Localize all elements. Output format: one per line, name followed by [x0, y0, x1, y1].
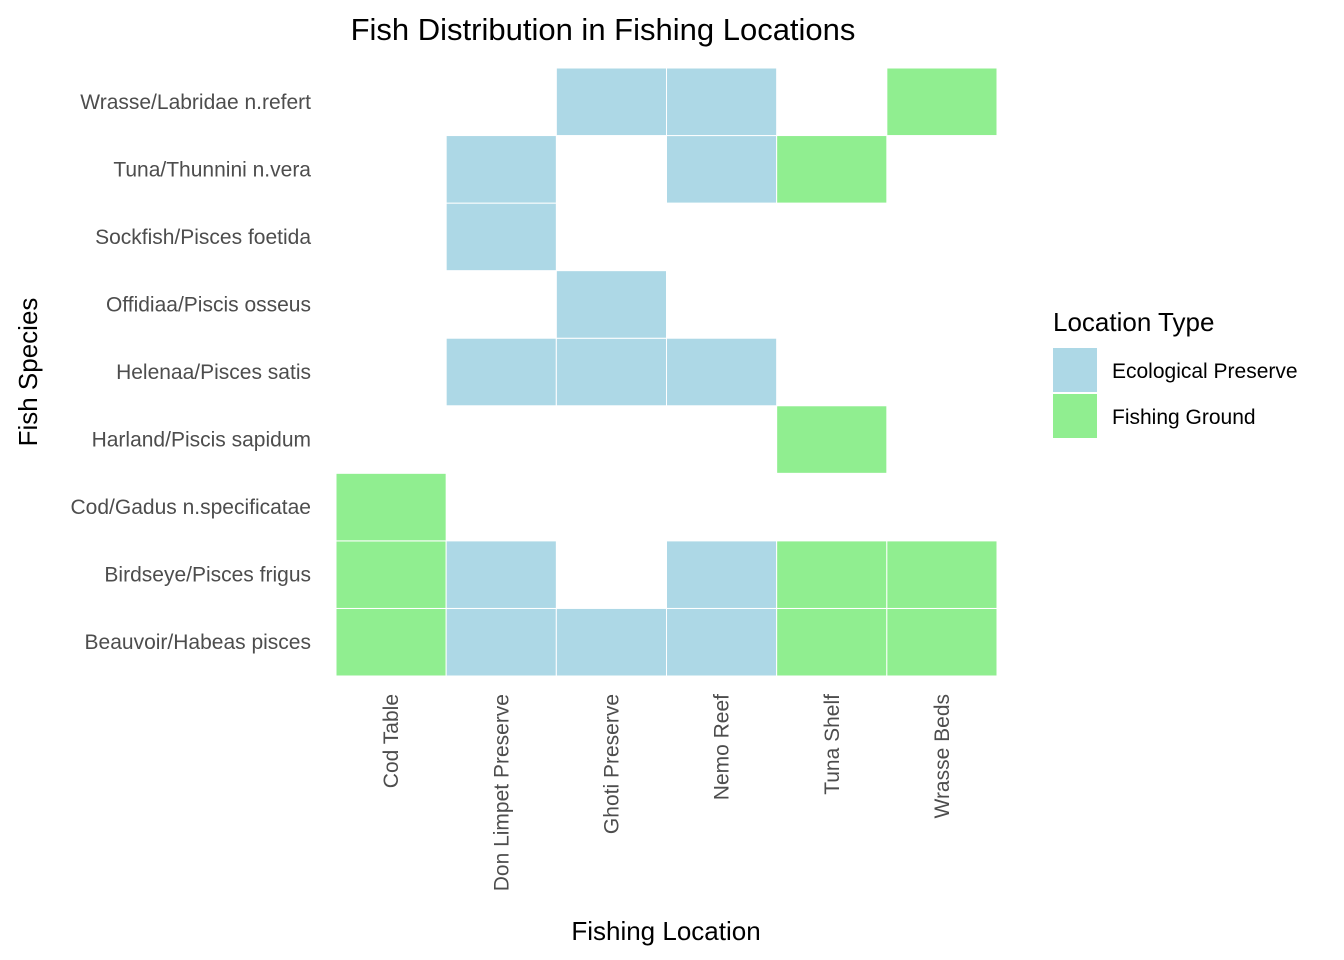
legend-title: Location Type — [1053, 307, 1214, 337]
legend: Location Type Ecological Preserve Fishing… — [1053, 307, 1298, 438]
y-tick-label: Cod/Gadus n.specificatae — [71, 496, 311, 519]
y-tick-label: Helenaa/Pisces satis — [116, 361, 311, 384]
heatmap-cell-wrasse-beds-birdseye-pisces-frigus — [886, 540, 998, 609]
y-tick-label: Beauvoir/Habeas pisces — [85, 631, 311, 654]
x-tick-label: Tuna Shelf — [821, 694, 844, 795]
y-axis-title: Fish Species — [13, 298, 43, 447]
y-tick-label: Offidiaa/Piscis osseus — [106, 293, 311, 316]
y-tick-label: Sockfish/Pisces foetida — [95, 226, 311, 249]
heatmap-cells — [335, 67, 998, 677]
heatmap-cell-ghoti-preserve-helenaa-pisces-satis — [555, 337, 667, 407]
x-tick-label: Nemo Reef — [711, 694, 734, 800]
x-tick-label: Wrasse Beds — [931, 694, 954, 819]
heatmap-cell-cod-table-beauvoir-habeas-pisces — [335, 607, 447, 677]
x-axis-title: Fishing Location — [571, 916, 760, 946]
y-tick-label: Tuna/Thunnini n.vera — [113, 158, 311, 181]
heatmap-cell-nemo-reef-beauvoir-habeas-pisces — [666, 607, 778, 677]
heatmap-cell-wrasse-beds-beauvoir-habeas-pisces — [886, 607, 998, 677]
x-axis-tick-labels: Cod Table Don Limpet Preserve Ghoti Preser… — [380, 694, 954, 891]
heatmap-cell-wrasse-beds-wrasse-labridae-n-refert — [886, 67, 998, 137]
heatmap-cell-don-limpet-preserve-helenaa-pisces-satis — [445, 337, 557, 407]
heatmap-cell-ghoti-preserve-offidiaa-piscis-osseus — [555, 270, 667, 339]
y-axis-tick-labels: Beauvoir/Habeas pisces Birdseye/Pisces fr… — [71, 91, 312, 654]
legend-key-ecological-preserve — [1053, 348, 1097, 392]
y-tick-label: Wrasse/Labridae n.refert — [80, 91, 311, 114]
heatmap-cell-ghoti-preserve-beauvoir-habeas-pisces — [555, 607, 667, 677]
heatmap-cell-don-limpet-preserve-birdseye-pisces-frigus — [445, 540, 557, 609]
heatmap-cell-tuna-shelf-tuna-thunnini-n-vera — [776, 135, 888, 204]
heatmap-cell-tuna-shelf-beauvoir-habeas-pisces — [776, 607, 888, 677]
x-tick-label: Cod Table — [380, 694, 403, 788]
x-tick-label: Don Limpet Preserve — [490, 694, 513, 891]
chart-title: Fish Distribution in Fishing Locations — [351, 12, 856, 47]
heatmap-cell-ghoti-preserve-wrasse-labridae-n-refert — [555, 67, 667, 137]
heatmap-cell-cod-table-birdseye-pisces-frigus — [335, 540, 447, 609]
y-tick-label: Birdseye/Pisces frigus — [104, 564, 311, 587]
heatmap-cell-nemo-reef-tuna-thunnini-n-vera — [666, 135, 778, 204]
heatmap-cell-don-limpet-preserve-tuna-thunnini-n-vera — [445, 135, 557, 204]
heatmap-cell-nemo-reef-wrasse-labridae-n-refert — [666, 67, 778, 137]
x-tick-label: Ghoti Preserve — [600, 694, 623, 834]
heatmap-cell-nemo-reef-birdseye-pisces-frigus — [666, 540, 778, 609]
y-tick-label: Harland/Piscis sapidum — [92, 429, 311, 452]
heatmap-cell-don-limpet-preserve-sockfish-pisces-foetida — [445, 202, 557, 272]
legend-label: Fishing Ground — [1112, 406, 1256, 429]
heatmap-cell-cod-table-cod-gadus-n-specificatae — [335, 472, 447, 542]
legend-key-fishing-ground — [1053, 394, 1097, 438]
heatmap-cell-don-limpet-preserve-beauvoir-habeas-pisces — [445, 607, 557, 677]
heatmap-cell-nemo-reef-helenaa-pisces-satis — [666, 337, 778, 407]
legend-label: Ecological Preserve — [1112, 360, 1298, 383]
heatmap-cell-tuna-shelf-harland-piscis-sapidum — [776, 405, 888, 474]
heatmap-cell-tuna-shelf-birdseye-pisces-frigus — [776, 540, 888, 609]
